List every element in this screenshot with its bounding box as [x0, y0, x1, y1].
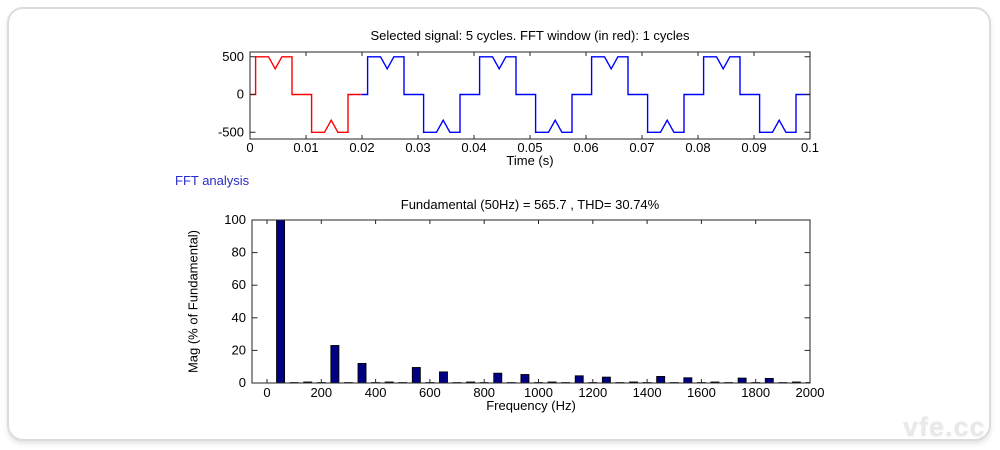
tick-label: 80: [232, 245, 246, 260]
tick-label: 60: [232, 277, 246, 292]
signal-plot-title: Selected signal: 5 cycles. FFT window (i…: [370, 28, 690, 43]
tick-label: 0: [237, 87, 244, 102]
spectrum-axes-box: [251, 219, 811, 384]
tick-label: 0: [246, 140, 253, 155]
spectrum-plot-ylabel: Mag (% of Fundamental): [185, 229, 201, 374]
tick-label: 1800: [741, 385, 770, 400]
tick-label: 800: [473, 385, 495, 400]
bar-1750hz: [737, 377, 747, 384]
tick-label: 200: [310, 385, 332, 400]
harmonic-bars: [276, 219, 810, 384]
tick-label: 0.06: [573, 140, 598, 155]
tick-label: 0.01: [293, 140, 318, 155]
bar-350hz: [357, 362, 367, 384]
bar-650hz: [439, 371, 448, 384]
signal-plot-xlabel: Time (s): [506, 153, 554, 168]
bar-250hz: [330, 345, 340, 384]
tick-label: 0.02: [349, 140, 374, 155]
tick-label: 1400: [633, 385, 662, 400]
bar-1150hz: [574, 375, 584, 384]
bar-950hz: [520, 374, 530, 384]
spectrum-plot-xlabel: Frequency (Hz): [486, 398, 576, 413]
tick-label: 1600: [687, 385, 716, 400]
tick-label: 0: [239, 375, 246, 390]
tick-label: 0.05: [517, 140, 542, 155]
bar-50hz: [276, 219, 286, 384]
tick-label: 40: [232, 310, 246, 325]
tick-label: 400: [365, 385, 387, 400]
bar-1550hz: [683, 377, 693, 384]
tick-label: 1000: [524, 385, 553, 400]
bar-1450hz: [656, 376, 666, 384]
bar-550hz: [411, 367, 421, 384]
tick-label: -500: [218, 124, 244, 139]
tick-label: 100: [224, 212, 246, 227]
bar-1250hz: [601, 376, 611, 384]
fft-window-trace: [250, 56, 362, 133]
tick-label: 0.03: [405, 140, 430, 155]
tick-label: 2000: [796, 385, 825, 400]
tick-label: 1200: [578, 385, 607, 400]
bar-1850hz: [764, 377, 774, 384]
bar-850hz: [493, 372, 503, 384]
tick-label: 600: [419, 385, 441, 400]
tick-label: 0: [263, 385, 270, 400]
tick-label: 0.08: [685, 140, 710, 155]
tick-label: 0.09: [741, 140, 766, 155]
tick-label: 20: [232, 342, 246, 357]
tick-label: 500: [222, 49, 244, 64]
spectrum-plot-title: Fundamental (50Hz) = 565.7 , THD= 30.74%: [400, 197, 660, 212]
tick-label: 0.04: [461, 140, 486, 155]
content-panel: [7, 7, 991, 441]
watermark: vfe.cc: [903, 412, 986, 442]
signal-trace: [362, 56, 810, 133]
tick-label: 0.1: [801, 140, 819, 155]
tick-label: 0.07: [629, 140, 654, 155]
fft-analysis-label: FFT analysis: [175, 173, 250, 188]
